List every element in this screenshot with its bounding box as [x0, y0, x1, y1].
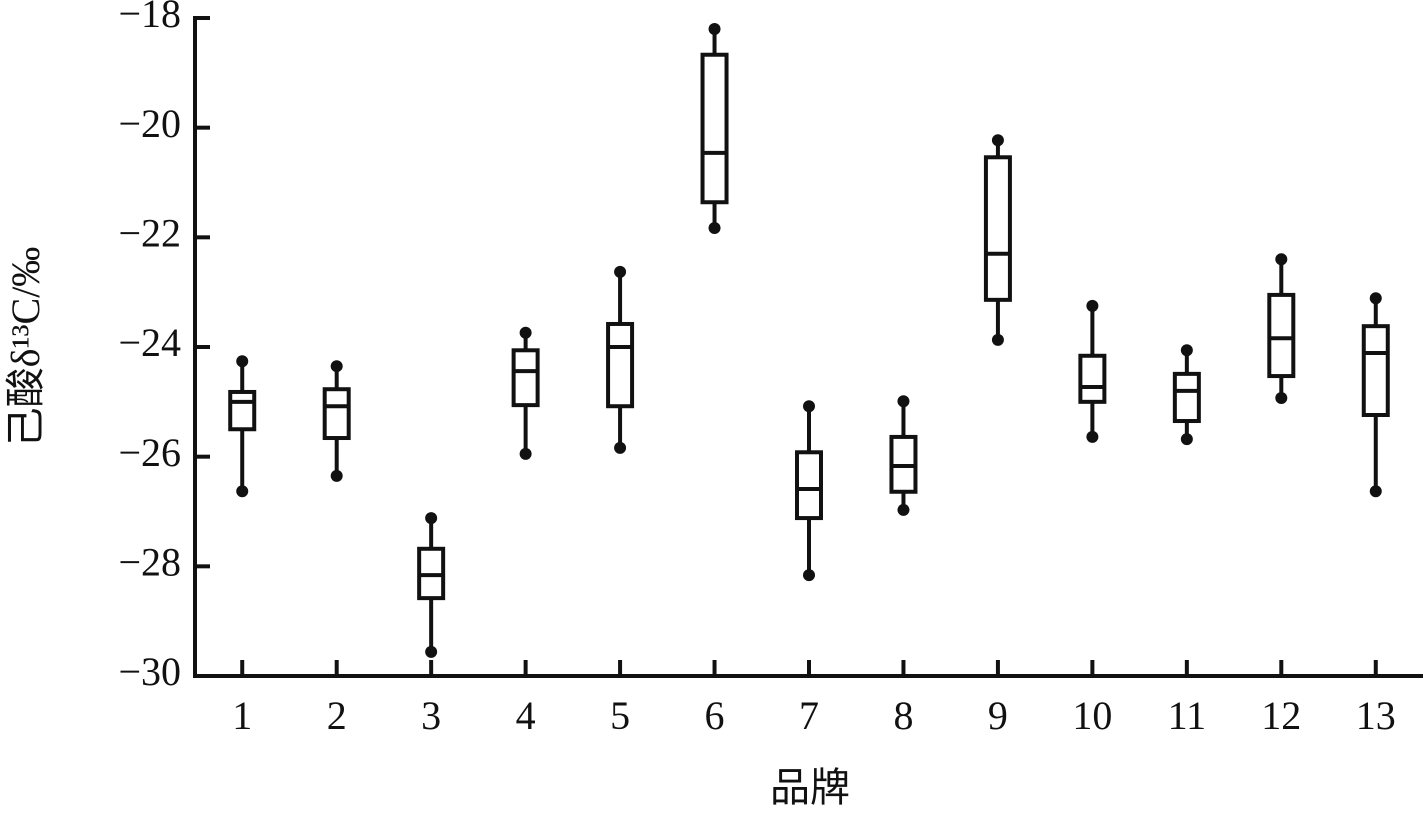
box: [795, 450, 823, 521]
y-tick-label: −24: [118, 320, 181, 365]
y-tick-label: −30: [118, 649, 181, 694]
x-tick-label: 9: [988, 693, 1008, 738]
box: [322, 387, 351, 441]
box: [511, 348, 540, 408]
max-point: [1086, 299, 1099, 312]
max-point: [425, 512, 438, 525]
min-point: [708, 222, 721, 235]
box: [983, 155, 1012, 302]
x-tick-label: 10: [1072, 693, 1112, 738]
max-point: [991, 134, 1004, 147]
x-tick-label: 3: [421, 693, 441, 738]
box: [1267, 292, 1296, 379]
max-point: [519, 326, 532, 339]
y-tick-label: −28: [118, 540, 181, 585]
min-point: [1180, 433, 1193, 446]
x-tick-label: 5: [610, 693, 630, 738]
x-tick-label: 7: [799, 693, 819, 738]
max-point: [614, 265, 627, 278]
max-point: [1369, 292, 1382, 305]
max-point: [1275, 253, 1288, 266]
box: [1361, 324, 1390, 417]
box: [1078, 353, 1107, 404]
x-tick-label: 13: [1356, 693, 1396, 738]
min-point: [991, 333, 1004, 346]
min-point: [897, 503, 910, 516]
max-point: [330, 360, 343, 373]
y-tick-label: −20: [118, 101, 181, 146]
min-point: [236, 485, 249, 498]
box: [700, 52, 729, 205]
max-point: [1180, 344, 1193, 357]
box: [1172, 371, 1201, 424]
max-point: [236, 355, 249, 368]
max-point: [708, 22, 721, 35]
min-point: [614, 441, 627, 454]
x-tick-label: 12: [1261, 693, 1301, 738]
min-point: [1275, 391, 1288, 404]
min-point: [425, 645, 438, 658]
min-point: [1086, 430, 1099, 443]
x-tick-label: 8: [893, 693, 913, 738]
min-point: [1369, 485, 1382, 498]
max-point: [897, 395, 910, 408]
y-tick-label: −18: [118, 0, 181, 36]
box: [228, 389, 257, 432]
x-tick-label: 6: [705, 693, 725, 738]
x-axis-label: 品牌: [770, 765, 850, 810]
min-point: [803, 569, 815, 582]
x-tick-label: 4: [516, 693, 536, 738]
y-axis-label: 己酸δ¹³C/‰: [3, 247, 48, 448]
min-point: [330, 469, 343, 482]
min-point: [519, 447, 532, 460]
y-tick-label: −22: [118, 211, 181, 256]
max-point: [803, 400, 815, 413]
y-tick-label: −26: [118, 430, 181, 475]
x-tick-label: 1: [232, 693, 252, 738]
x-tick-label: 11: [1168, 693, 1207, 738]
box: [606, 321, 635, 409]
x-tick-label: 2: [327, 693, 347, 738]
